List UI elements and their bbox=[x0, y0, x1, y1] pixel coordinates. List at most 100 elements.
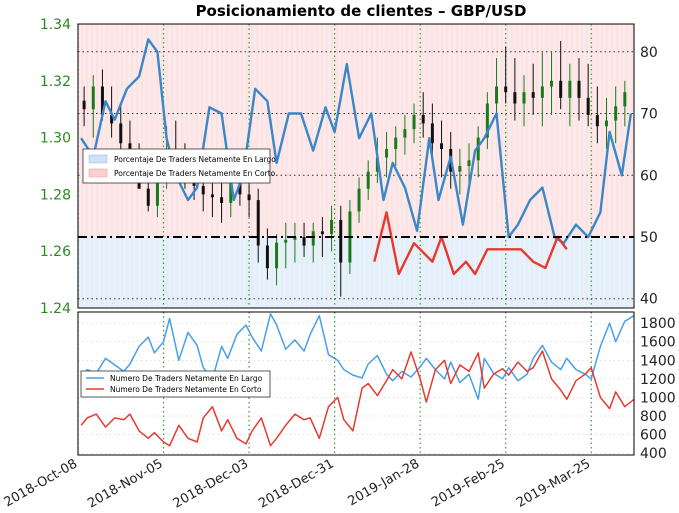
long-majority-band bbox=[78, 237, 634, 308]
candle-body bbox=[595, 114, 599, 127]
percent-tick-label: 40 bbox=[640, 292, 658, 308]
candle-body bbox=[275, 242, 279, 269]
candle-body bbox=[293, 237, 297, 240]
top-legend-box bbox=[82, 148, 271, 184]
candle-body bbox=[229, 183, 233, 203]
candle-body bbox=[394, 137, 398, 149]
bottom-panel: 400 600 800 1000 1200 1400 1600 1800 Numero De … bbox=[77, 311, 676, 462]
candle-body bbox=[366, 171, 370, 189]
legend-label-largo-pct: Porcentaje De Traders Netamente En Largo bbox=[114, 155, 276, 164]
candle-body bbox=[430, 123, 434, 144]
candle-body bbox=[577, 80, 581, 98]
candle-body bbox=[385, 148, 389, 158]
price-tick-label: 1.26 bbox=[40, 244, 71, 260]
candle-body bbox=[403, 129, 407, 138]
count-tick-label: 800 bbox=[640, 409, 667, 425]
price-tick-label: 1.32 bbox=[40, 74, 71, 90]
percent-long-line bbox=[80, 38, 633, 245]
date-tick-label: 2018-Dec-03 bbox=[171, 456, 251, 511]
top-panel-frame bbox=[77, 23, 635, 309]
candle-body bbox=[91, 86, 95, 110]
price-tick-label: 1.30 bbox=[40, 131, 71, 147]
candle-body bbox=[146, 188, 150, 206]
candle-body bbox=[302, 237, 306, 246]
date-tick-label: 2018-Dec-31 bbox=[256, 456, 336, 511]
legend-label-corto-count: Numero De Traders Netamente En Corto bbox=[110, 385, 262, 394]
candle-body bbox=[330, 219, 334, 235]
top-panel-background bbox=[78, 24, 634, 308]
date-tick-label: 2019-Feb-25 bbox=[429, 456, 508, 510]
candle-body bbox=[513, 92, 517, 104]
date-tick-label: 2019-Mar-25 bbox=[514, 456, 593, 510]
candle-body bbox=[504, 86, 508, 93]
candle-body bbox=[256, 200, 260, 246]
count-tick-label: 1600 bbox=[640, 335, 676, 351]
price-tick-label: 1.24 bbox=[40, 301, 71, 317]
bottom-legend-box bbox=[80, 370, 271, 398]
candle-body bbox=[119, 123, 123, 144]
top-panel: 1.24 1.26 1.28 1.30 1.32 1.34 40 50 60 70 80 Porc… bbox=[40, 17, 658, 317]
count-tick-label: 1200 bbox=[640, 372, 676, 388]
candle-body bbox=[531, 92, 535, 98]
legend-swatch-largo-pct bbox=[88, 154, 108, 164]
bottom-panel-frame bbox=[77, 311, 635, 456]
count-short-line bbox=[80, 350, 635, 447]
candle-body bbox=[614, 106, 618, 121]
candle-body bbox=[550, 80, 554, 87]
candle-body bbox=[247, 194, 251, 201]
top-legend: Porcentaje De Traders Netamente En Largo… bbox=[82, 148, 276, 184]
count-axis-ticks: 400 600 800 1000 1200 1400 1600 1800 bbox=[640, 316, 676, 462]
candle-body bbox=[421, 114, 425, 124]
candle-body bbox=[485, 103, 489, 138]
candle-body bbox=[586, 97, 590, 115]
candle-body bbox=[320, 231, 324, 235]
candle-body bbox=[220, 197, 224, 203]
candle-body bbox=[540, 86, 544, 98]
count-tick-label: 1000 bbox=[640, 390, 676, 406]
percent-tick-label: 80 bbox=[640, 45, 658, 61]
candle-body bbox=[458, 166, 462, 172]
candle-body bbox=[155, 180, 159, 206]
short-majority-band bbox=[78, 24, 634, 237]
price-tick-label: 1.34 bbox=[40, 17, 71, 33]
trader-count-lines bbox=[80, 313, 635, 447]
percent-tick-label: 70 bbox=[640, 107, 658, 123]
percent-tick-label: 50 bbox=[640, 230, 658, 246]
candle-body bbox=[284, 239, 288, 243]
legend-label-largo-count: Numero De Traders Netamente En Largo bbox=[110, 374, 263, 383]
candle-body bbox=[476, 137, 480, 161]
candle-body bbox=[467, 160, 471, 166]
date-tick-label: 2018-Nov-05 bbox=[85, 456, 165, 511]
date-tick-label: 2018-Oct-08 bbox=[2, 456, 80, 510]
price-axis-ticks: 1.24 1.26 1.28 1.30 1.32 1.34 bbox=[40, 17, 71, 317]
candle-body bbox=[522, 92, 526, 104]
candle-body bbox=[623, 92, 627, 107]
count-tick-label: 1400 bbox=[640, 353, 676, 369]
candle-body bbox=[568, 80, 572, 98]
candle-body bbox=[495, 86, 499, 104]
candle-body bbox=[265, 245, 269, 269]
percent-short-line bbox=[373, 211, 568, 276]
percent-lines bbox=[80, 38, 633, 276]
price-tick-label: 1.28 bbox=[40, 187, 71, 203]
percent-tick-label: 60 bbox=[640, 168, 658, 184]
count-tick-label: 600 bbox=[640, 428, 667, 444]
date-axis-ticks: 2018-Oct-08 2018-Nov-05 2018-Dec-03 2018-De… bbox=[2, 456, 594, 511]
count-tick-label: 1800 bbox=[640, 316, 676, 332]
candle-body bbox=[100, 86, 104, 115]
count-long-line bbox=[80, 313, 635, 401]
legend-swatch-corto-pct bbox=[88, 168, 108, 178]
candle-body bbox=[82, 100, 86, 110]
legend-label-corto-pct: Porcentaje De Traders Netamente En Corto bbox=[114, 169, 276, 178]
candle-body bbox=[110, 114, 114, 124]
candle-body bbox=[412, 114, 416, 130]
candle-body bbox=[311, 231, 315, 246]
candle-body bbox=[238, 183, 242, 195]
candle-body bbox=[440, 143, 444, 149]
candle-body bbox=[559, 80, 563, 98]
bottom-legend: Numero De Traders Netamente En Largo Num… bbox=[80, 370, 271, 398]
count-tick-label: 400 bbox=[640, 446, 667, 462]
date-tick-label: 2019-Jan-28 bbox=[346, 456, 423, 509]
